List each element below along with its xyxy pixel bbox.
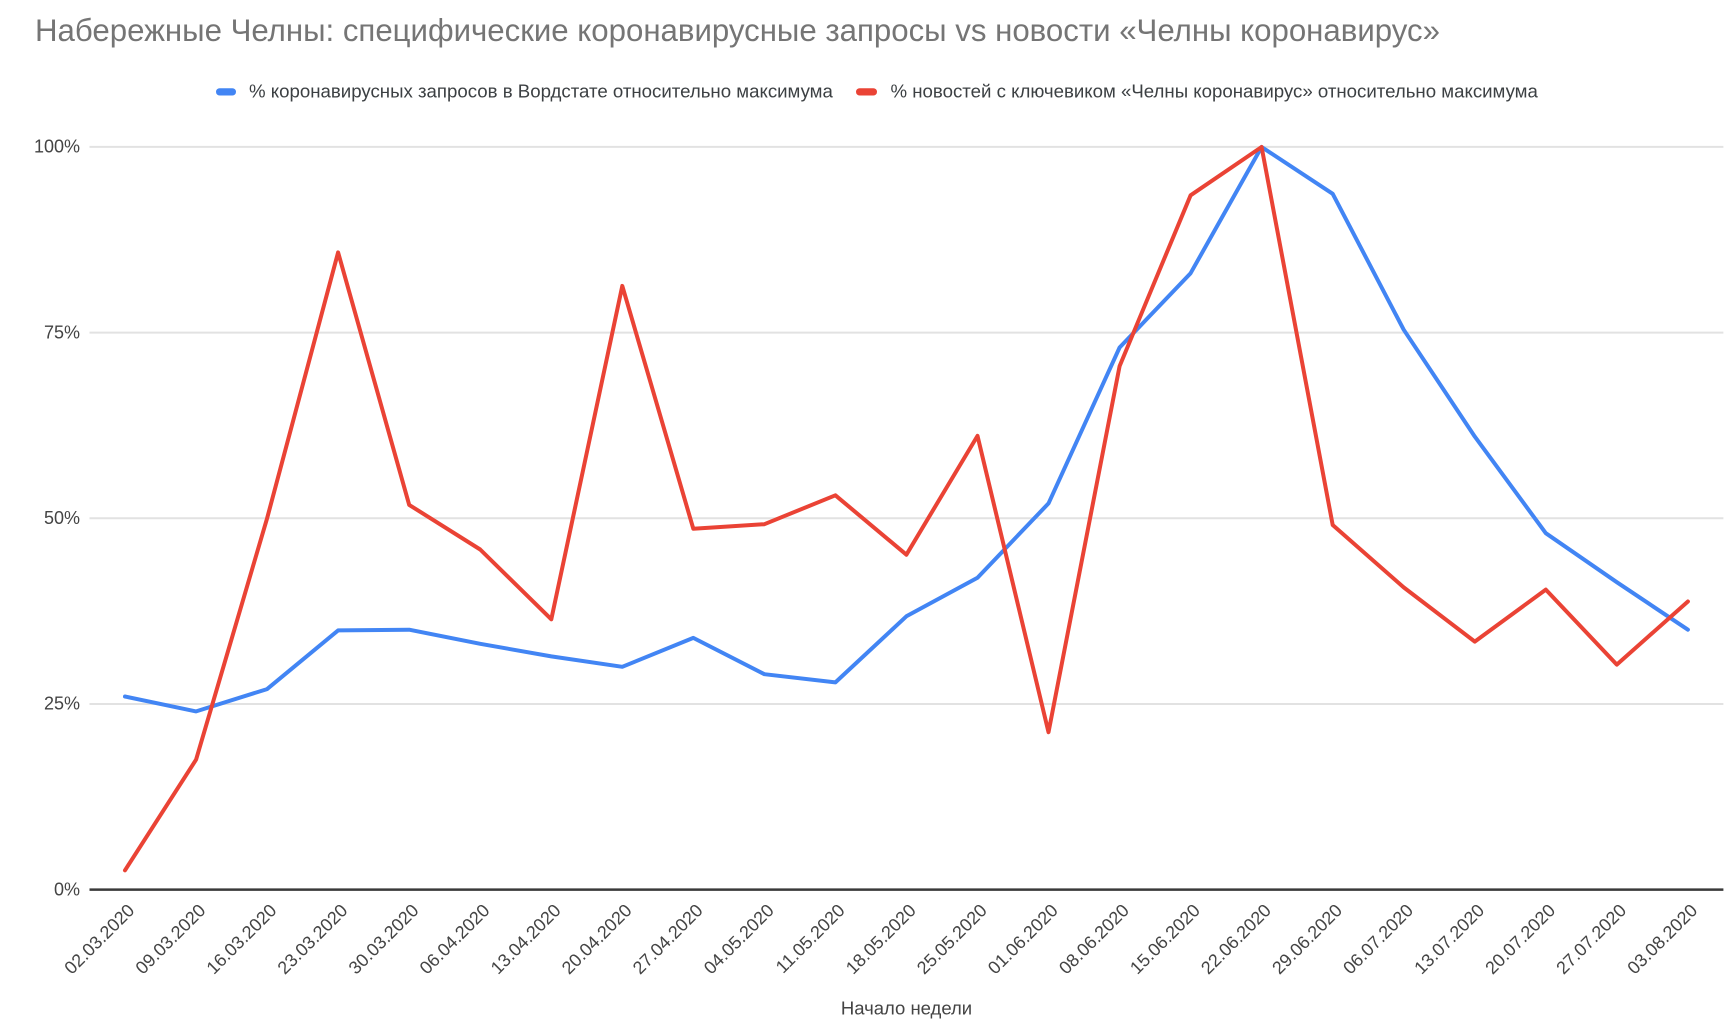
svg-text:% коронавирусных запросов в Во: % коронавирусных запросов в Вордстате от…: [249, 80, 833, 101]
svg-text:Набережные Челны: специфически: Набережные Челны: специфические коронави…: [35, 13, 1440, 48]
svg-text:75%: 75%: [44, 322, 80, 342]
svg-text:50%: 50%: [44, 508, 80, 528]
svg-text:0%: 0%: [54, 879, 80, 899]
svg-text:Начало недели: Начало недели: [841, 998, 972, 1019]
svg-text:100%: 100%: [34, 137, 80, 157]
svg-text:25%: 25%: [44, 694, 80, 714]
svg-text:% новостей с ключевиком «Челны: % новостей с ключевиком «Челны коронавир…: [891, 80, 1539, 101]
